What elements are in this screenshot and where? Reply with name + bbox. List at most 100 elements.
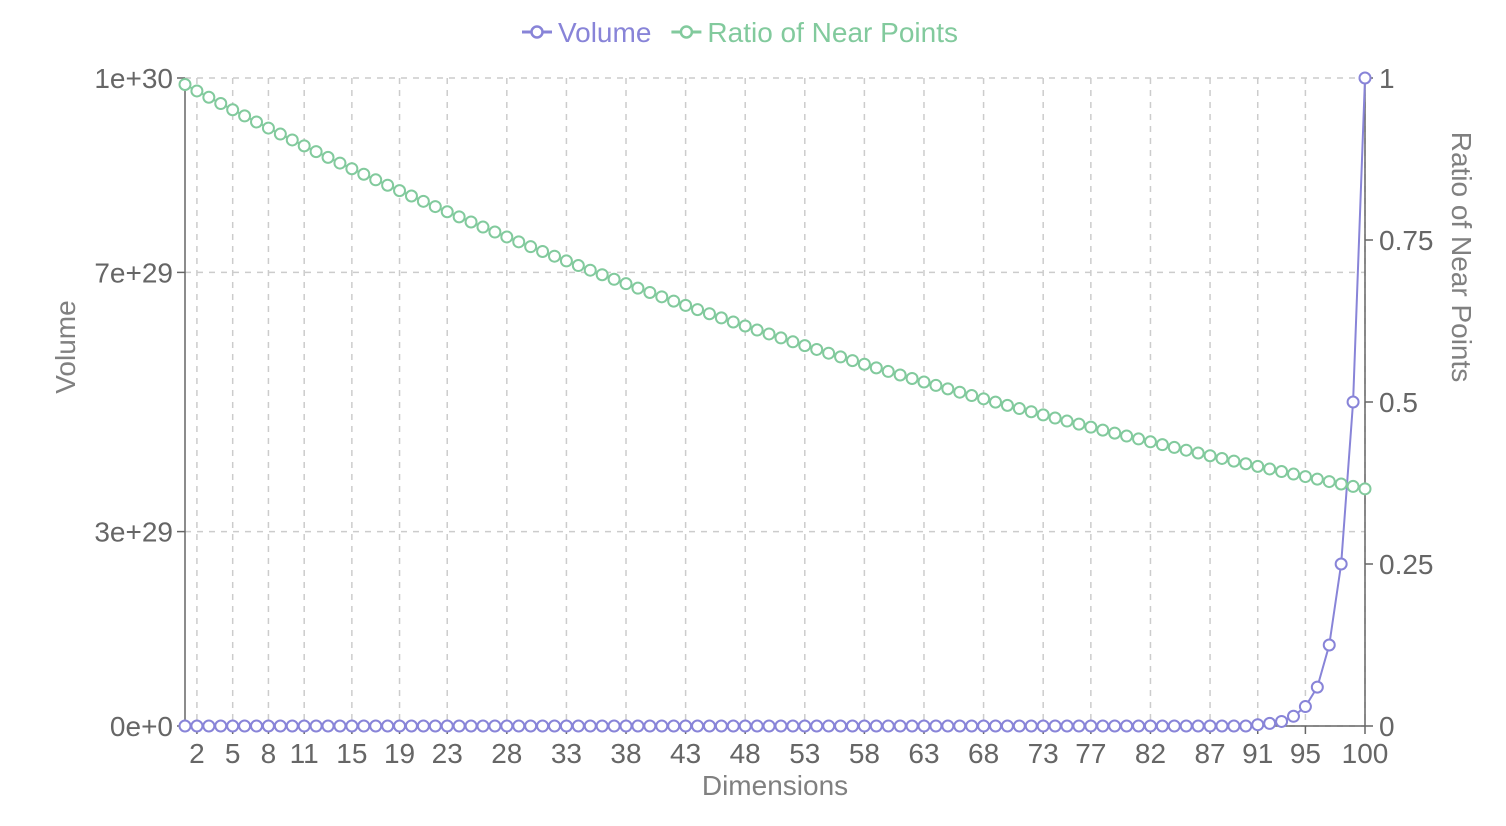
data-point[interactable] xyxy=(965,389,979,403)
data-point[interactable] xyxy=(977,392,991,406)
data-point[interactable] xyxy=(667,719,681,733)
data-point[interactable] xyxy=(190,719,204,733)
data-point[interactable] xyxy=(488,225,502,239)
data-point[interactable] xyxy=(929,719,943,733)
data-point[interactable] xyxy=(1108,719,1122,733)
data-point[interactable] xyxy=(643,719,657,733)
data-point[interactable] xyxy=(428,719,442,733)
data-point[interactable] xyxy=(393,719,407,733)
data-point[interactable] xyxy=(810,342,824,356)
data-point[interactable] xyxy=(547,719,561,733)
data-point[interactable] xyxy=(285,719,299,733)
data-point[interactable] xyxy=(261,719,275,733)
data-point[interactable] xyxy=(1048,411,1062,425)
data-point[interactable] xyxy=(953,719,967,733)
data-point[interactable] xyxy=(714,719,728,733)
data-point[interactable] xyxy=(893,368,907,382)
data-point[interactable] xyxy=(1132,719,1146,733)
data-point[interactable] xyxy=(1060,719,1074,733)
data-point[interactable] xyxy=(250,115,264,129)
data-point[interactable] xyxy=(1108,426,1122,440)
data-point[interactable] xyxy=(416,719,430,733)
data-point[interactable] xyxy=(238,719,252,733)
data-point[interactable] xyxy=(822,346,836,360)
data-point[interactable] xyxy=(1239,719,1253,733)
data-point[interactable] xyxy=(750,323,764,337)
legend[interactable]: Volume Ratio of Near Points xyxy=(522,17,958,48)
data-point[interactable] xyxy=(357,167,371,181)
data-point[interactable] xyxy=(1358,71,1372,85)
data-point[interactable] xyxy=(1024,405,1038,419)
data-point[interactable] xyxy=(679,719,693,733)
data-point[interactable] xyxy=(1251,718,1265,732)
data-point[interactable] xyxy=(214,97,228,111)
data-point[interactable] xyxy=(547,249,561,263)
data-point[interactable] xyxy=(655,290,669,304)
data-point[interactable] xyxy=(1143,435,1157,449)
data-point[interactable] xyxy=(500,719,514,733)
data-point[interactable] xyxy=(404,189,418,203)
data-point[interactable] xyxy=(643,285,657,299)
data-point[interactable] xyxy=(750,719,764,733)
data-point[interactable] xyxy=(524,240,538,254)
data-point[interactable] xyxy=(941,382,955,396)
data-point[interactable] xyxy=(881,719,895,733)
data-point[interactable] xyxy=(1203,449,1217,463)
data-point[interactable] xyxy=(726,719,740,733)
data-point[interactable] xyxy=(333,156,347,170)
data-point[interactable] xyxy=(297,719,311,733)
data-point[interactable] xyxy=(1215,719,1229,733)
data-point[interactable] xyxy=(440,719,454,733)
data-point[interactable] xyxy=(524,719,538,733)
data-point[interactable] xyxy=(1012,402,1026,416)
data-point[interactable] xyxy=(845,354,859,368)
data-point[interactable] xyxy=(452,719,466,733)
data-point[interactable] xyxy=(1275,465,1289,479)
data-point[interactable] xyxy=(369,719,383,733)
data-point[interactable] xyxy=(905,371,919,385)
data-point[interactable] xyxy=(1179,719,1193,733)
data-point[interactable] xyxy=(881,364,895,378)
data-point[interactable] xyxy=(691,303,705,317)
data-point[interactable] xyxy=(1012,719,1026,733)
data-point[interactable] xyxy=(941,719,955,733)
data-point[interactable] xyxy=(238,109,252,123)
data-point[interactable] xyxy=(321,719,335,733)
data-point[interactable] xyxy=(845,719,859,733)
data-point[interactable] xyxy=(178,719,192,733)
data-point[interactable] xyxy=(381,719,395,733)
data-point[interactable] xyxy=(810,719,824,733)
data-point[interactable] xyxy=(1346,479,1360,493)
data-point[interactable] xyxy=(393,184,407,198)
data-point[interactable] xyxy=(202,719,216,733)
data-point[interactable] xyxy=(989,395,1003,409)
data-point[interactable] xyxy=(536,719,550,733)
data-point[interactable] xyxy=(464,215,478,229)
data-point[interactable] xyxy=(798,719,812,733)
data-point[interactable] xyxy=(500,230,514,244)
data-point[interactable] xyxy=(261,121,275,135)
data-point[interactable] xyxy=(1048,719,1062,733)
data-point[interactable] xyxy=(702,719,716,733)
data-point[interactable] xyxy=(738,719,752,733)
data-point[interactable] xyxy=(250,719,264,733)
data-point[interactable] xyxy=(762,327,776,341)
data-point[interactable] xyxy=(1072,417,1086,431)
data-point[interactable] xyxy=(1191,719,1205,733)
data-point[interactable] xyxy=(357,719,371,733)
data-point[interactable] xyxy=(1227,719,1241,733)
data-point[interactable] xyxy=(953,385,967,399)
data-point[interactable] xyxy=(989,719,1003,733)
legend-item-ratio-of-near-points[interactable]: Ratio of Near Points xyxy=(671,17,958,48)
data-point[interactable] xyxy=(1096,719,1110,733)
data-point[interactable] xyxy=(595,268,609,282)
data-point[interactable] xyxy=(178,77,192,91)
data-point[interactable] xyxy=(1251,459,1265,473)
data-point[interactable] xyxy=(571,259,585,273)
data-point[interactable] xyxy=(273,719,287,733)
data-point[interactable] xyxy=(1203,719,1217,733)
data-point[interactable] xyxy=(1358,482,1372,496)
data-point[interactable] xyxy=(1322,475,1336,489)
data-point[interactable] xyxy=(1227,454,1241,468)
data-point[interactable] xyxy=(345,719,359,733)
